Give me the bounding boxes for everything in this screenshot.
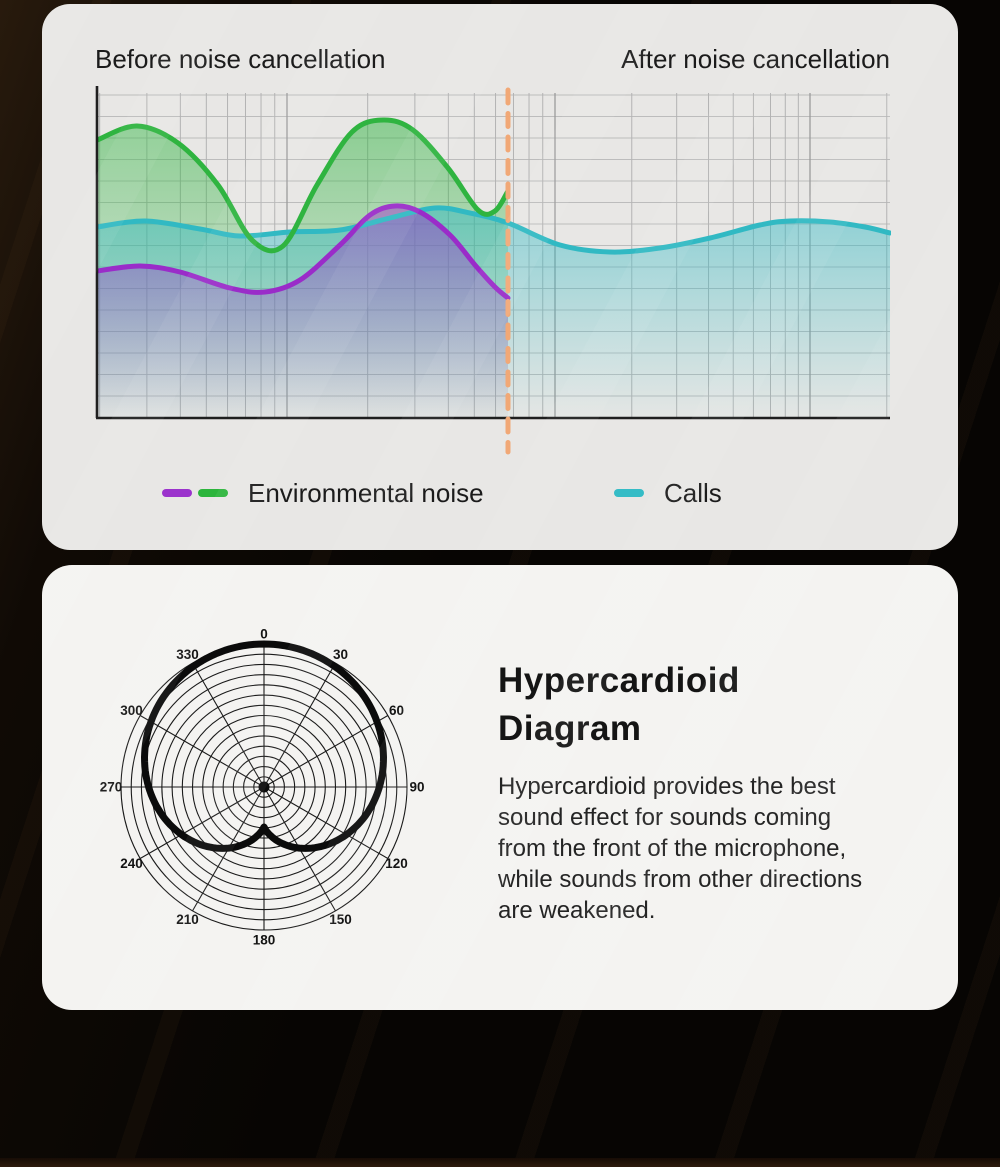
- legend-dash-icon: [614, 489, 644, 497]
- hypercardioid-title: Hypercardioid Diagram: [498, 657, 740, 753]
- polar-angle-label-300: 300: [120, 703, 143, 718]
- hypercardioid-title-line1: Hypercardioid: [498, 661, 740, 700]
- polar-pattern-svg: 0 30 60 90 120 150 180 210 240 270 300 330: [100, 627, 425, 948]
- polar-angle-label-90: 90: [409, 780, 424, 795]
- description-line: sound effect for sounds coming: [498, 804, 832, 831]
- table-surface-strip: [0, 1158, 1000, 1167]
- polar-angle-label-150: 150: [329, 912, 352, 927]
- legend-dash-icon: [162, 489, 192, 497]
- polar-angle-label-180: 180: [253, 933, 276, 948]
- description-line: are weakened.: [498, 897, 656, 924]
- legend-environmental-noise: Environmental noise: [162, 476, 484, 510]
- polar-angle-label-270: 270: [100, 780, 123, 795]
- legend-label-calls: Calls: [664, 477, 722, 508]
- description-line: Hypercardioid provides the best: [498, 773, 836, 800]
- noise-chart-svg: [95, 86, 891, 455]
- legend-label-environmental-noise: Environmental noise: [248, 477, 484, 508]
- polar-angle-label-0: 0: [260, 627, 268, 642]
- after-noise-label: After noise cancellation: [621, 44, 890, 74]
- polar-angle-label-120: 120: [385, 856, 408, 871]
- polar-angle-label-60: 60: [389, 703, 404, 718]
- calls-dash-icon: [614, 489, 644, 497]
- polar-angle-label-240: 240: [120, 856, 143, 871]
- hypercardioid-card: 0 30 60 90 120 150 180 210 240 270 300 330 Hypercar…: [42, 565, 958, 1010]
- legend-dash-icon: [198, 489, 228, 497]
- description-line: while sounds from other directions: [498, 866, 863, 893]
- polar-angle-label-330: 330: [176, 647, 199, 662]
- hypercardioid-title-line2: Diagram: [498, 709, 642, 748]
- description-line: from the front of the microphone,: [498, 835, 847, 862]
- before-noise-label: Before noise cancellation: [95, 44, 386, 74]
- noise-cancellation-card: Before noise cancellation After noise ca…: [42, 4, 958, 550]
- legend-calls: Calls: [614, 476, 722, 510]
- environmental-noise-dash-icons: [162, 489, 228, 497]
- hypercardioid-description: Hypercardioid provides the best sound eff…: [498, 771, 938, 926]
- polar-angle-label-210: 210: [176, 912, 199, 927]
- polar-angle-label-30: 30: [333, 647, 348, 662]
